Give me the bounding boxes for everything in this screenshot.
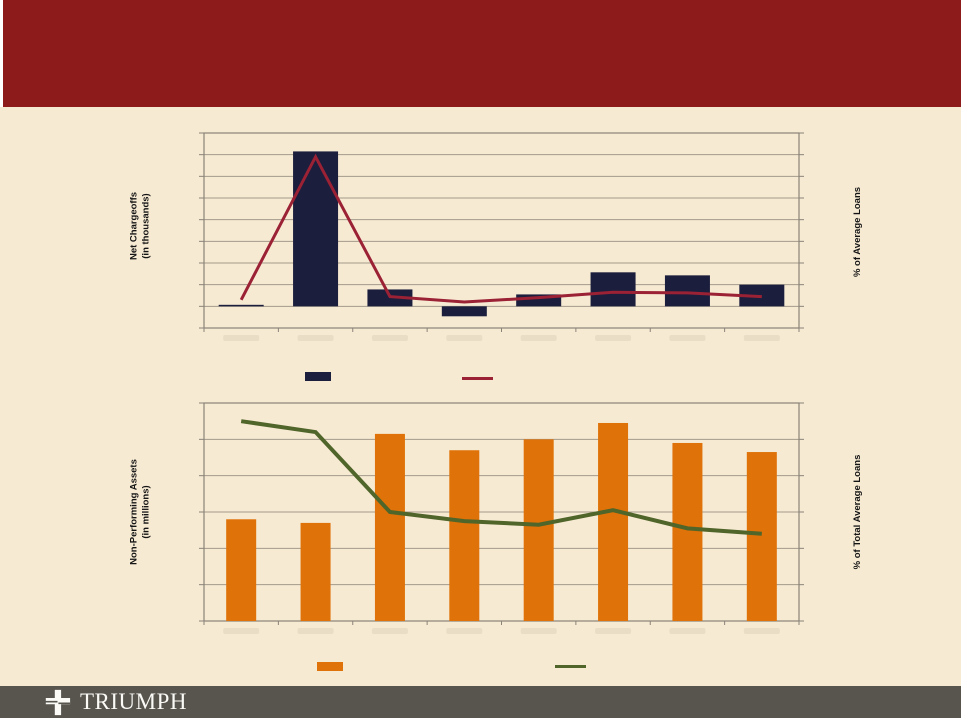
net-chargeoffs-chart	[199, 132, 804, 341]
cross-icon	[44, 689, 71, 715]
chart1-legend-line-swatch	[462, 377, 493, 380]
chart2-legend-line-swatch	[555, 665, 586, 668]
faint-x-axis-labels	[223, 335, 780, 341]
bottom-page-edge	[0, 718, 961, 721]
chart1-left-axis-title-line2: (in thousands)	[141, 193, 152, 259]
chart1-left-axis-title-line1: Net Chargeoffs	[128, 191, 140, 261]
line-series	[240, 419, 762, 536]
bar-series	[226, 422, 777, 621]
axis-ticks	[199, 402, 804, 625]
brand-logo: TRIUMPH	[44, 689, 187, 716]
left-page-edge	[0, 0, 3, 107]
line-series	[239, 153, 762, 304]
non-performing-assets-chart	[199, 402, 804, 634]
chart1-legend-bar-swatch	[305, 372, 331, 381]
header-band	[3, 0, 961, 107]
brand-name: TRIUMPH	[80, 688, 188, 714]
axis-ticks	[199, 132, 804, 332]
chart1-right-axis-title: % of Average Loans	[851, 186, 863, 278]
chart2-legend-bar-swatch	[317, 662, 343, 671]
faint-x-axis-labels	[223, 628, 780, 634]
chart1-left-axis-title: Net Chargeoffs (in thousands)	[129, 192, 154, 260]
footer-band: TRIUMPH	[0, 686, 961, 718]
chart2-left-axis-title-line1: Non-Performing Assets	[128, 459, 140, 565]
gridlines	[204, 438, 799, 586]
chart2-right-axis-title: % of Total Average Loans	[851, 454, 863, 570]
chart2-left-axis-title: Non-Performing Assets (in millions)	[129, 459, 154, 565]
chart2-left-axis-title-line2: (in millions)	[141, 485, 152, 539]
